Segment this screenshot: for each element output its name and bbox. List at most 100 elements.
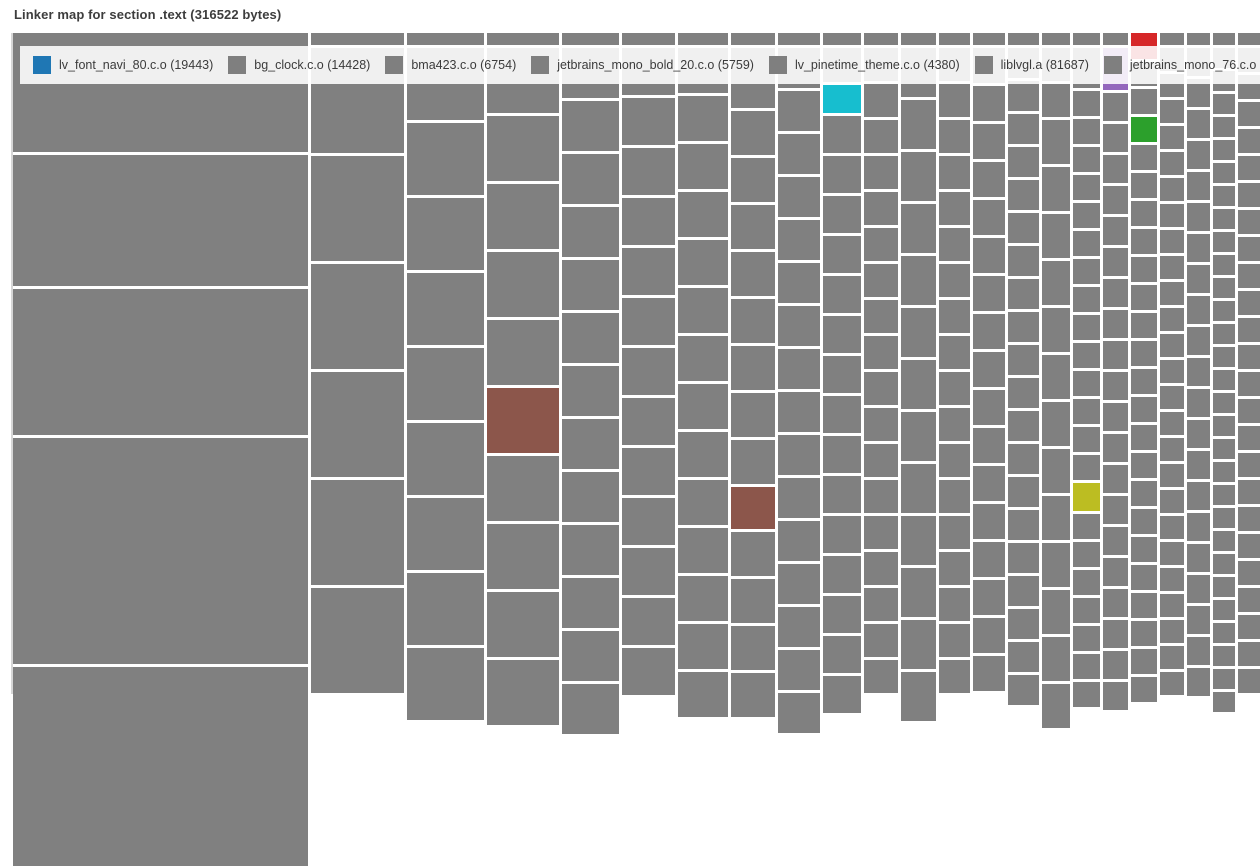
treemap-cell[interactable] [1213,94,1235,114]
treemap-cell[interactable] [778,220,820,260]
treemap-cell[interactable] [1213,301,1235,321]
treemap-cell[interactable] [1213,255,1235,275]
treemap-cell[interactable] [778,564,820,604]
treemap-cell[interactable] [823,556,861,593]
treemap-cell[interactable] [1187,265,1210,293]
treemap-cell[interactable] [1042,261,1070,305]
treemap-cell[interactable] [1103,124,1128,152]
treemap-cell[interactable] [939,444,970,477]
treemap-cell[interactable] [1008,279,1039,309]
treemap-cell[interactable] [973,618,1005,653]
treemap-cell[interactable] [973,276,1005,311]
treemap-cell[interactable] [1238,507,1260,531]
treemap-cell[interactable] [1187,172,1210,200]
treemap-cell[interactable] [1238,561,1260,585]
treemap-cell[interactable] [939,516,970,549]
treemap-cell[interactable] [487,33,559,45]
treemap-cell[interactable] [864,516,898,549]
treemap-cell[interactable] [1160,672,1184,695]
treemap-cell[interactable] [1213,232,1235,252]
treemap-cell[interactable] [678,528,728,573]
treemap-cell[interactable] [562,366,619,416]
treemap-cell[interactable] [1131,453,1157,478]
treemap-cell[interactable] [562,578,619,628]
treemap-cell[interactable] [731,205,775,249]
treemap-cell[interactable] [1187,234,1210,262]
treemap-cell[interactable] [487,252,559,317]
treemap-cell[interactable] [939,300,970,333]
treemap-cell[interactable] [823,596,861,633]
treemap-cell[interactable] [1131,621,1157,646]
treemap-cell[interactable] [678,288,728,333]
treemap-cell[interactable] [1103,310,1128,338]
treemap-cell[interactable] [1103,465,1128,493]
treemap-cell[interactable] [1238,480,1260,504]
treemap-cell[interactable] [1008,378,1039,408]
treemap-cell[interactable] [1238,237,1260,261]
treemap-cell[interactable] [1238,669,1260,693]
treemap-cell[interactable] [939,588,970,621]
treemap-cell[interactable] [487,592,559,657]
treemap-cell[interactable] [678,33,728,45]
treemap-cell[interactable] [864,444,898,477]
treemap-cell[interactable] [1238,588,1260,612]
treemap-cell[interactable] [311,156,404,261]
treemap-cell[interactable] [731,252,775,296]
treemap-cell[interactable] [1213,186,1235,206]
treemap-cell[interactable] [1131,565,1157,590]
treemap-cell[interactable] [1213,33,1235,45]
treemap-cell[interactable] [1160,438,1184,461]
treemap-cell[interactable] [1213,370,1235,390]
treemap-cell[interactable] [1042,308,1070,352]
treemap-cell[interactable] [407,648,484,720]
treemap-cell[interactable] [1187,513,1210,541]
treemap-cell[interactable] [562,525,619,575]
treemap-cell[interactable] [1160,646,1184,669]
treemap-cell[interactable] [1131,201,1157,226]
treemap-cell[interactable] [823,33,861,45]
treemap-cell[interactable] [731,440,775,484]
treemap-cell[interactable] [973,162,1005,197]
treemap-cell[interactable] [1187,420,1210,448]
treemap-cell[interactable] [901,152,936,201]
treemap-cell[interactable] [1073,626,1100,651]
treemap-cell[interactable] [1073,147,1100,172]
treemap-cell[interactable] [1008,81,1039,111]
treemap-cell[interactable] [1073,33,1100,45]
treemap-cell[interactable] [901,100,936,149]
treemap-cell[interactable] [1008,345,1039,375]
treemap-cell[interactable] [1160,178,1184,201]
treemap-cell[interactable] [1213,669,1235,689]
treemap-cell[interactable] [1238,102,1260,126]
treemap-cell[interactable] [1131,313,1157,338]
treemap-cell[interactable] [778,521,820,561]
treemap-cell[interactable] [1131,593,1157,618]
treemap-cell[interactable] [973,238,1005,273]
treemap-cell[interactable] [778,435,820,475]
treemap-cell[interactable] [778,650,820,690]
treemap-cell[interactable] [973,656,1005,691]
treemap-cell[interactable] [864,372,898,405]
treemap-cell[interactable] [1073,455,1100,480]
treemap-cell[interactable] [487,524,559,589]
treemap-cell[interactable] [678,624,728,669]
treemap-cell[interactable] [1103,186,1128,214]
treemap-cell[interactable] [864,84,898,117]
treemap-cell[interactable] [1042,120,1070,164]
treemap-cell[interactable] [1160,360,1184,383]
treemap-cell[interactable] [1073,287,1100,312]
treemap-cell[interactable] [731,346,775,390]
treemap-cell[interactable] [1160,100,1184,123]
treemap-cell[interactable] [407,273,484,345]
treemap-cell[interactable] [939,264,970,297]
treemap-cell[interactable] [1073,175,1100,200]
treemap-cell[interactable] [823,516,861,553]
treemap-cell[interactable] [407,123,484,195]
treemap-cell[interactable] [1213,485,1235,505]
treemap-cell[interactable] [731,33,775,45]
legend-item-jetbrains_mono_bold_20.c.o[interactable]: jetbrains_mono_bold_20.c.o (5759) [531,56,754,74]
treemap-cell[interactable] [778,392,820,432]
treemap-cell[interactable] [823,116,861,153]
legend-item-jetbrains_mono_76.c.o[interactable]: jetbrains_mono_76.c.o (3321) [1103,56,1260,74]
treemap-cell[interactable] [1103,651,1128,679]
